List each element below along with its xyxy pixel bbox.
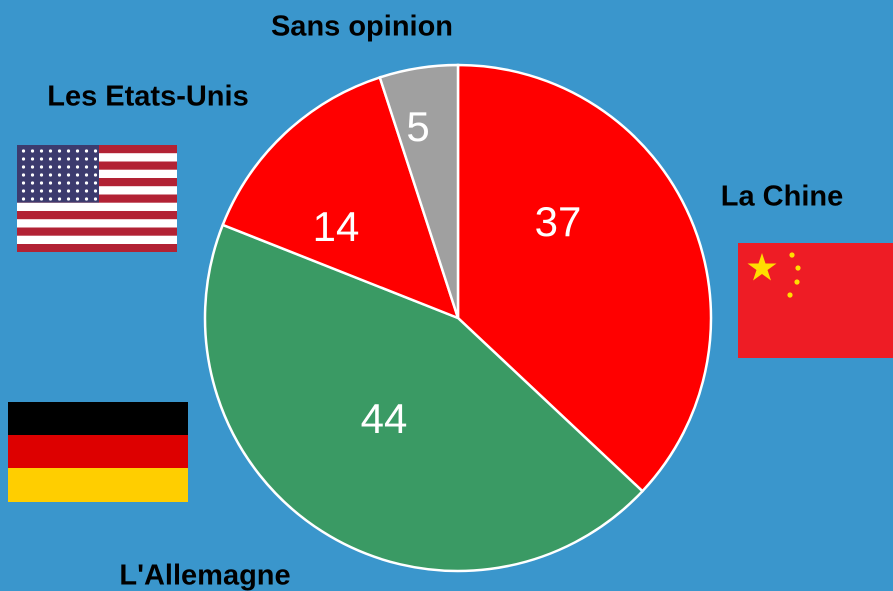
category-label: L'Allemagne (119, 560, 290, 591)
category-label: Les Etats-Unis (47, 81, 248, 113)
germany-flag (8, 402, 188, 502)
value-label: 5 (406, 103, 429, 150)
value-label: 37 (535, 198, 582, 245)
value-label: 14 (313, 203, 360, 250)
pie-slice (203, 223, 645, 573)
category-label: Sans opinion (271, 11, 453, 43)
value-label: 44 (361, 395, 408, 442)
category-label: La Chine (721, 181, 843, 213)
china-flag (738, 243, 893, 358)
pie-slice (378, 63, 460, 319)
pie-slice (456, 63, 713, 493)
pie (203, 63, 713, 573)
us-flag (17, 145, 177, 252)
